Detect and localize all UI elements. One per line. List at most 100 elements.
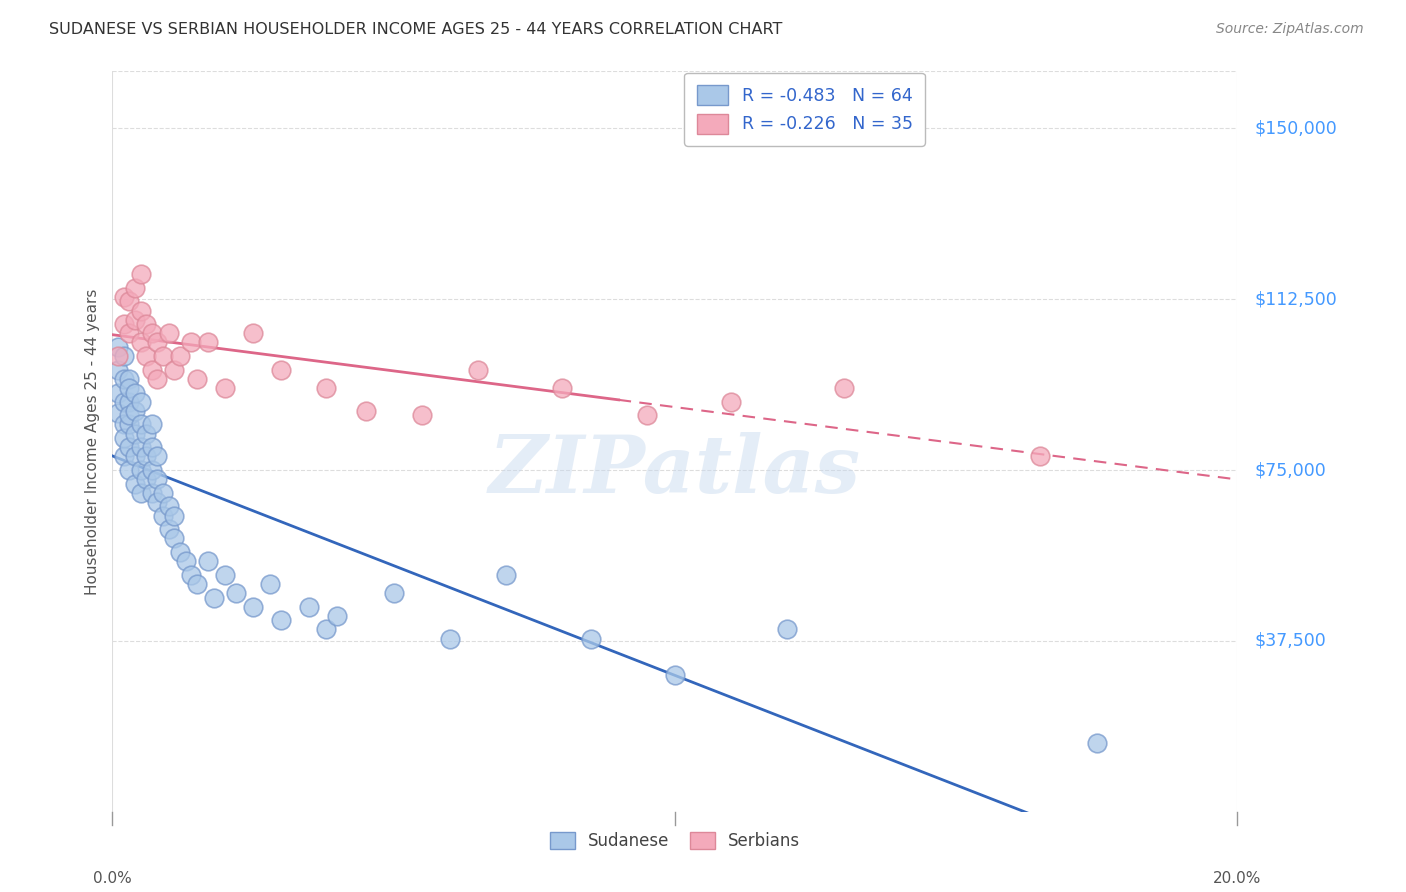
Point [118, 326, 141, 341]
Point [141, 440, 163, 454]
Point [202, 591, 225, 605]
Text: Source: ZipAtlas.com: Source: ZipAtlas.com [1216, 22, 1364, 37]
Point [180, 335, 202, 350]
Point [135, 472, 157, 486]
Point [135, 349, 157, 363]
Text: SUDANESE VS SERBIAN HOUSEHOLDER INCOME AGES 25 - 44 YEARS CORRELATION CHART: SUDANESE VS SERBIAN HOUSEHOLDER INCOME A… [49, 22, 783, 37]
Point [664, 668, 686, 682]
Point [259, 577, 281, 591]
Point [112, 372, 135, 386]
Point [124, 426, 146, 441]
Point [118, 381, 141, 395]
Point [152, 349, 174, 363]
Point [112, 290, 135, 304]
Point [169, 349, 191, 363]
Point [298, 599, 321, 614]
Point [124, 385, 146, 400]
Point [129, 303, 152, 318]
Point [124, 450, 146, 464]
Text: $150,000: $150,000 [1254, 120, 1337, 137]
Point [129, 440, 152, 454]
Point [163, 508, 186, 523]
Point [118, 372, 141, 386]
Point [270, 363, 292, 377]
Point [129, 267, 152, 281]
Point [214, 381, 236, 395]
Point [186, 577, 208, 591]
Point [163, 532, 186, 546]
Point [551, 381, 574, 395]
Point [411, 409, 433, 423]
Point [141, 363, 163, 377]
Point [776, 623, 799, 637]
Point [118, 463, 141, 477]
Text: ZIPatlas: ZIPatlas [489, 433, 860, 510]
Point [146, 450, 169, 464]
Point [107, 349, 129, 363]
Point [146, 372, 169, 386]
Text: $75,000: $75,000 [1254, 461, 1326, 479]
Point [124, 281, 146, 295]
Point [141, 463, 163, 477]
Point [124, 404, 146, 418]
Text: Householder Income Ages 25 - 44 years: Householder Income Ages 25 - 44 years [84, 288, 100, 595]
Text: $37,500: $37,500 [1254, 632, 1326, 650]
Point [129, 485, 152, 500]
Point [112, 349, 135, 363]
Point [146, 472, 169, 486]
Point [197, 335, 219, 350]
Point [163, 363, 186, 377]
Text: 0.0%: 0.0% [93, 871, 132, 886]
Text: 20.0%: 20.0% [1213, 871, 1261, 886]
Point [129, 417, 152, 432]
Point [495, 567, 517, 582]
Point [112, 431, 135, 445]
Point [118, 440, 141, 454]
Point [107, 385, 129, 400]
Point [225, 586, 247, 600]
Point [354, 404, 377, 418]
Point [186, 372, 208, 386]
Point [118, 417, 141, 432]
Point [141, 485, 163, 500]
Point [146, 495, 169, 509]
Point [107, 406, 129, 420]
Point [124, 312, 146, 326]
Point [118, 294, 141, 309]
Point [107, 340, 129, 354]
Point [315, 381, 337, 395]
Point [169, 545, 191, 559]
Point [242, 326, 264, 341]
Point [129, 463, 152, 477]
Point [214, 567, 236, 582]
Point [197, 554, 219, 568]
Point [157, 522, 180, 536]
Point [157, 500, 180, 514]
Point [242, 599, 264, 614]
Point [152, 485, 174, 500]
Point [467, 363, 489, 377]
Point [118, 409, 141, 423]
Point [146, 335, 169, 350]
Point [112, 317, 135, 331]
Point [157, 326, 180, 341]
Point [112, 417, 135, 432]
Point [129, 394, 152, 409]
Point [174, 554, 197, 568]
Point [112, 394, 135, 409]
Point [107, 363, 129, 377]
Point [579, 632, 602, 646]
Legend: Sudanese, Serbians: Sudanese, Serbians [543, 825, 807, 856]
Point [118, 394, 141, 409]
Point [832, 381, 855, 395]
Point [135, 426, 157, 441]
Point [382, 586, 405, 600]
Point [720, 394, 742, 409]
Point [135, 450, 157, 464]
Point [129, 335, 152, 350]
Point [1085, 736, 1108, 750]
Point [141, 326, 163, 341]
Point [326, 608, 349, 623]
Point [112, 450, 135, 464]
Point [124, 476, 146, 491]
